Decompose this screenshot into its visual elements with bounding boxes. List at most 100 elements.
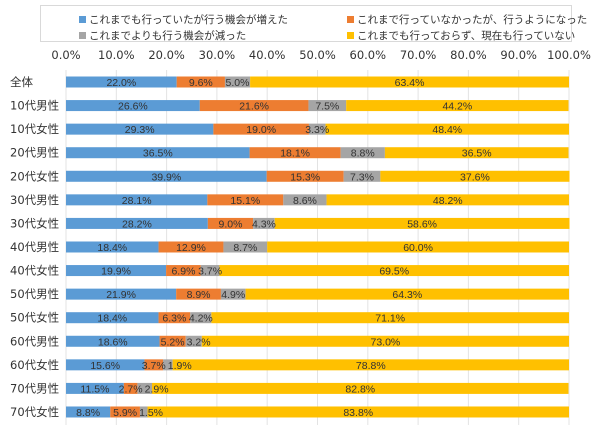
legend-swatch [347,32,354,39]
data-label: 39.9% [151,171,181,183]
bar-segment [66,217,208,229]
data-label: 9.0% [219,218,243,230]
bar-segment [207,217,254,229]
bar-segment [163,359,173,371]
bar-segment [172,359,570,371]
bar-segment [213,123,309,135]
data-label: 8.8% [76,407,100,419]
legend-item: これまでも行っておらず、現在も行っていない [347,28,575,43]
category-label: 40代女性 [10,264,59,278]
bar-segment [346,100,569,112]
data-label: 15.1% [230,195,260,207]
x-tick-label: 60.0% [350,48,387,62]
bar-segment [190,312,212,324]
bar-segment [267,241,569,253]
data-label: 22.0% [106,77,136,89]
legend-label: これまでも行っていたが行う機会が増えた [89,14,288,26]
x-tick-label: 10.0% [98,48,135,62]
data-label: 4.2% [189,313,213,325]
bar-segment [219,265,570,277]
x-tick-label: 70.0% [400,48,437,62]
bar-segment [158,312,191,324]
data-label: 18.1% [280,148,310,160]
data-label: 1.5% [139,407,163,419]
bar-segment [224,76,251,88]
data-label: 64.3% [392,289,422,301]
legend-swatch [79,32,86,39]
data-label: 3.7% [142,360,166,372]
data-label: 37.6% [460,171,490,183]
bar-segment [176,76,225,88]
bar-segment [325,123,569,135]
x-tick-label: 20.0% [148,48,185,62]
x-tick-label: 100.0% [547,48,591,62]
data-label: 71.1% [375,313,405,325]
category-label: 30代男性 [10,193,59,207]
category-label: 20代男性 [10,146,59,160]
category-label: 70代女性 [10,405,59,419]
bar-segment [308,123,326,135]
bar-segment [220,288,246,300]
bar-segment [274,217,570,229]
bar-segment [66,335,160,347]
data-label: 69.5% [379,266,409,278]
bar-segment [66,170,267,182]
category-label: 10代男性 [10,99,59,113]
data-label: 8.6% [293,195,317,207]
bar-segment [66,241,159,253]
bar-segment [144,359,164,371]
bar-segment [123,382,138,394]
x-tick-label: 0.0% [51,48,80,62]
data-label: 36.5% [143,148,173,160]
bar-segment [223,241,268,253]
data-label: 21.6% [239,101,269,113]
bar-segment [384,147,569,159]
category-label: 全体 [10,75,33,89]
data-label: 19.0% [246,124,276,136]
data-label: 1.9% [168,360,192,372]
data-label: 4.9% [221,289,245,301]
bar-segment [200,265,220,277]
bar-segment [249,147,341,159]
data-label: 60.0% [403,242,433,254]
bar-segment [66,76,177,88]
data-label: 18.4% [97,242,127,254]
bar-segment [66,288,177,300]
data-label: 8.7% [233,242,257,254]
data-label: 9.6% [189,77,213,89]
bar-segment [211,312,569,324]
data-label: 28.2% [122,218,152,230]
bar-segment [283,194,327,206]
bar-segment [185,335,202,347]
bar-segment [201,335,569,347]
category-label: 60代男性 [10,334,59,348]
data-label: 73.0% [371,336,401,348]
bar-segment [66,147,250,159]
bar-segment [166,265,201,277]
data-label: 15.3% [290,171,320,183]
bar-segment [66,382,124,394]
data-label: 83.8% [343,407,373,419]
data-label: 48.4% [432,124,462,136]
bar-segment [66,123,214,135]
data-label: 8.8% [351,148,375,160]
legend-item: これまでよりも行う機会が減った [79,28,246,43]
bar-segment [245,288,570,300]
bar-segment [340,147,385,159]
category-label: 60代女性 [10,358,59,372]
bar-segment [137,382,153,394]
bar-segment [199,100,309,112]
data-label: 21.9% [106,289,136,301]
legend-swatch [79,16,86,23]
data-label: 11.5% [80,383,109,395]
data-label: 18.4% [97,313,127,325]
bar-segment [147,406,569,418]
data-label: 3.2% [187,336,211,348]
data-label: 26.6% [118,101,148,113]
data-label: 63.4% [395,77,425,89]
bar-segment [110,406,140,418]
bar-segment [66,194,208,206]
bar-segment [326,194,569,206]
bar-segment [343,170,381,182]
bar-segment [66,359,145,371]
